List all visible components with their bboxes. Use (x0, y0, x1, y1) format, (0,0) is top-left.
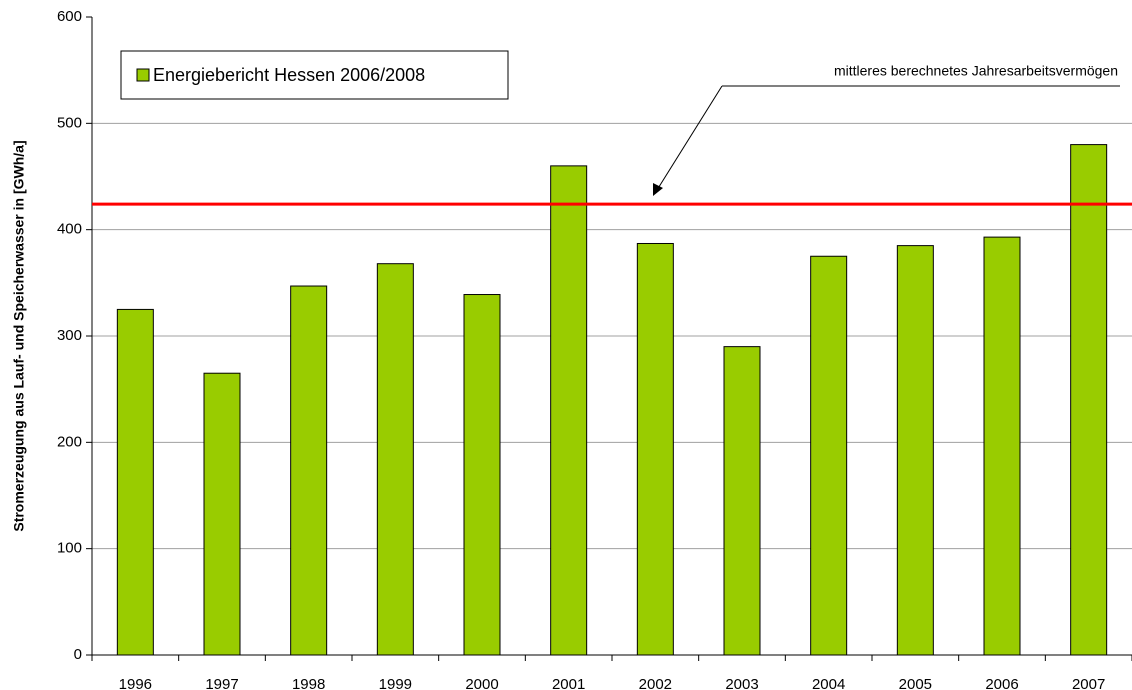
legend-swatch (136, 68, 150, 82)
bar (550, 165, 588, 656)
bar (636, 242, 674, 656)
arrow-head (653, 183, 663, 196)
bar (203, 372, 241, 656)
x-tick-label: 1999 (379, 676, 412, 690)
bar (983, 236, 1021, 656)
bar (463, 294, 501, 656)
bar (723, 346, 761, 656)
y-axis-label: Stromerzeugung aus Lauf- und Speicherwas… (11, 140, 27, 531)
legend-box (120, 50, 509, 100)
x-tick-label: 1998 (292, 676, 325, 690)
y-tick-label: 500 (57, 114, 82, 131)
annotation-arrow (656, 85, 723, 191)
bar (116, 308, 154, 656)
y-tick-label: 600 (57, 8, 82, 25)
x-tick-label: 2004 (812, 676, 845, 690)
bar (810, 255, 848, 656)
x-tick-label: 2007 (1072, 676, 1105, 690)
bar (896, 245, 934, 656)
x-tick-label: 2003 (725, 676, 758, 690)
y-tick-label: 400 (57, 221, 82, 238)
x-tick-label: 2002 (639, 676, 672, 690)
x-tick-label: 1996 (119, 676, 152, 690)
legend-label: Energiebericht Hessen 2006/2008 (153, 65, 425, 85)
x-tick-label: 2000 (465, 676, 498, 690)
x-tick-label: 2006 (985, 676, 1018, 690)
x-tick-label: 1997 (205, 676, 238, 690)
annotation: mittleres berechnetes Jahresarbeitsvermö… (834, 63, 1118, 79)
x-tick-label: 2005 (899, 676, 932, 690)
y-tick-label: 0 (74, 646, 82, 663)
x-tick-label: 2001 (552, 676, 585, 690)
y-tick-label: 100 (57, 540, 82, 557)
bar (376, 263, 414, 656)
y-tick-label: 200 (57, 433, 82, 450)
bar (290, 285, 328, 656)
y-tick-label: 300 (57, 327, 82, 344)
bar (1070, 144, 1108, 656)
